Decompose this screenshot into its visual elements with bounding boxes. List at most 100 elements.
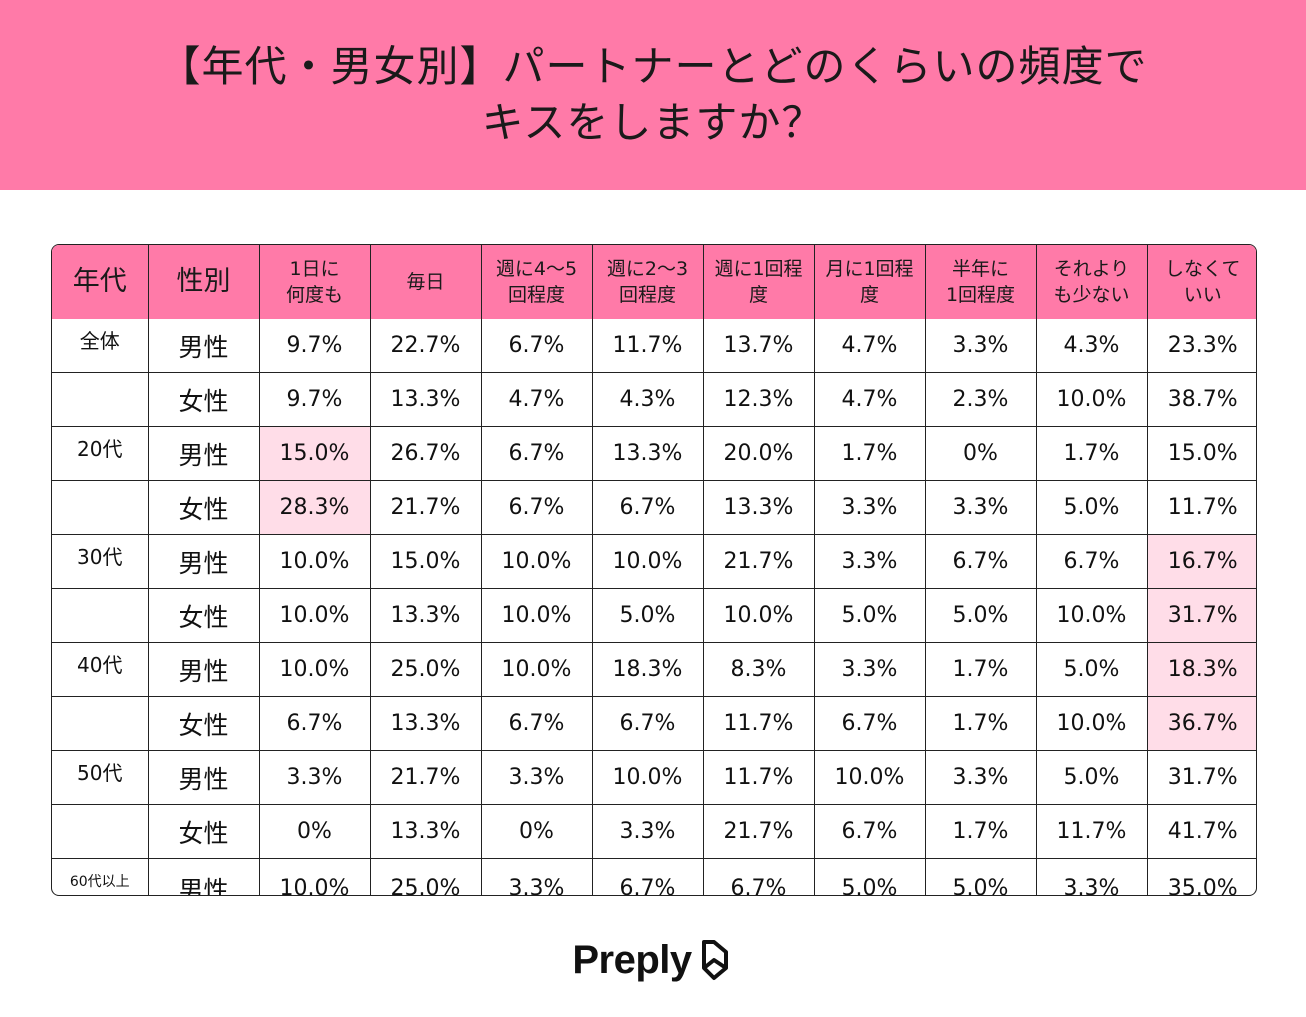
sex-cell: 男性 (147, 750, 260, 805)
value-cell: 10.0% (480, 534, 593, 589)
value-cell: 5.0% (924, 858, 1037, 895)
age-cell (52, 588, 149, 643)
column-header: 1日に 何度も (258, 245, 371, 319)
value-cell: 21.7% (369, 480, 482, 535)
value-cell: 3.3% (924, 319, 1037, 373)
column-header: しなくて いい (1146, 245, 1256, 319)
value-cell: 6.7% (702, 858, 815, 895)
table-row: 40代 男性 10.0% 25.0% 10.0% 18.3% 8.3% 3.3% 1.7% 5.0… (52, 642, 1256, 697)
value-cell: 0% (258, 804, 371, 859)
table-row: 女性 6.7% 13.3% 6.7% 6.7% 11.7% 6.7% 1.7% 10.0% 36.… (52, 696, 1256, 751)
column-header: 週に4〜5 回程度 (480, 245, 593, 319)
value-cell: 6.7% (1035, 534, 1148, 589)
value-cell: 18.3% (591, 642, 704, 697)
value-cell: 6.7% (480, 696, 593, 751)
value-cell: 1.7% (924, 642, 1037, 697)
value-cell: 3.3% (591, 804, 704, 859)
value-cell: 4.3% (1035, 319, 1148, 373)
value-cell: 3.3% (813, 480, 926, 535)
value-cell: 6.7% (480, 426, 593, 481)
value-cell: 3.3% (813, 534, 926, 589)
value-cell: 10.0% (480, 588, 593, 643)
value-cell: 1.7% (924, 696, 1037, 751)
value-cell: 15.0% (1146, 426, 1256, 481)
value-cell: 13.3% (591, 426, 704, 481)
value-cell: 22.7% (369, 319, 482, 373)
value-cell: 11.7% (1146, 480, 1256, 535)
value-cell: 4.3% (591, 372, 704, 427)
value-cell: 10.0% (591, 750, 704, 805)
age-cell: 50代 (52, 750, 149, 805)
value-cell: 10.0% (813, 750, 926, 805)
value-cell: 9.7% (258, 319, 371, 373)
column-header: 週に1回程度 (702, 245, 815, 319)
sex-cell: 女性 (147, 372, 260, 427)
sex-cell: 女性 (147, 696, 260, 751)
value-cell: 5.0% (1035, 480, 1148, 535)
table-row: 20代 男性 15.0% 26.7% 6.7% 13.3% 20.0% 1.7% 0% 1.7% 1… (52, 426, 1256, 481)
value-cell: 3.3% (924, 480, 1037, 535)
table-row: 全体 男性 9.7% 22.7% 6.7% 11.7% 13.7% 4.7% 3.3% 4.3% 2… (52, 319, 1256, 373)
value-cell: 13.3% (369, 696, 482, 751)
value-cell: 6.7% (591, 858, 704, 895)
value-cell: 16.7% (1146, 534, 1256, 589)
value-cell: 10.0% (1035, 372, 1148, 427)
value-cell: 41.7% (1146, 804, 1256, 859)
value-cell: 10.0% (258, 534, 371, 589)
value-cell: 1.7% (924, 804, 1037, 859)
age-cell: 60代以上 (52, 858, 149, 895)
sex-cell: 男性 (147, 534, 260, 589)
sex-cell: 男性 (147, 319, 260, 373)
age-cell (52, 480, 149, 535)
value-cell: 23.3% (1146, 319, 1256, 373)
value-cell: 1.7% (813, 426, 926, 481)
age-cell: 40代 (52, 642, 149, 697)
table-row: 50代 男性 3.3% 21.7% 3.3% 10.0% 11.7% 10.0% 3.3% 5.0… (52, 750, 1256, 805)
preply-mascot-icon (701, 940, 728, 980)
age-cell: 30代 (52, 534, 149, 589)
preply-logo: Preply (0, 930, 1306, 990)
value-cell: 6.7% (258, 696, 371, 751)
page-title-line-1: 【年代・男女別】パートナーとどのくらいの頻度で (158, 42, 1148, 91)
value-cell: 13.3% (702, 480, 815, 535)
value-cell: 25.0% (369, 642, 482, 697)
value-cell: 11.7% (702, 696, 815, 751)
sex-cell: 女性 (147, 480, 260, 535)
value-cell: 3.3% (813, 642, 926, 697)
survey-table-container: 年代 性別 1日に 何度も 毎日 週に4〜5 回程度 週に2〜3 回程度 週に1回程度… (51, 244, 1257, 896)
table-row: 30代 男性 10.0% 15.0% 10.0% 10.0% 21.7% 3.3% 6.7% 6.… (52, 534, 1256, 589)
sex-cell: 男性 (147, 426, 260, 481)
value-cell: 10.0% (258, 588, 371, 643)
age-cell (52, 804, 149, 859)
value-cell: 12.3% (702, 372, 815, 427)
value-cell: 36.7% (1146, 696, 1256, 751)
value-cell: 9.7% (258, 372, 371, 427)
value-cell: 10.0% (1035, 588, 1148, 643)
age-cell: 全体 (52, 319, 149, 373)
value-cell: 13.3% (369, 804, 482, 859)
value-cell: 31.7% (1146, 750, 1256, 805)
table-row: 女性 9.7% 13.3% 4.7% 4.3% 12.3% 4.7% 2.3% 10.0% 38.… (52, 372, 1256, 427)
column-header: それより も少ない (1035, 245, 1148, 319)
column-header: 週に2〜3 回程度 (591, 245, 704, 319)
value-cell: 5.0% (813, 588, 926, 643)
value-cell: 6.7% (591, 696, 704, 751)
value-cell: 0% (480, 804, 593, 859)
column-header: 年代 (52, 245, 149, 319)
value-cell: 28.3% (258, 480, 371, 535)
column-header: 毎日 (369, 245, 482, 319)
value-cell: 38.7% (1146, 372, 1256, 427)
value-cell: 4.7% (480, 372, 593, 427)
value-cell: 15.0% (369, 534, 482, 589)
value-cell: 6.7% (480, 319, 593, 373)
value-cell: 21.7% (702, 534, 815, 589)
column-header: 半年に 1回程度 (924, 245, 1037, 319)
value-cell: 4.7% (813, 319, 926, 373)
value-cell: 6.7% (480, 480, 593, 535)
value-cell: 21.7% (702, 804, 815, 859)
value-cell: 13.7% (702, 319, 815, 373)
value-cell: 6.7% (924, 534, 1037, 589)
column-header: 月に1回程度 (813, 245, 926, 319)
value-cell: 10.0% (1035, 696, 1148, 751)
sex-cell: 女性 (147, 804, 260, 859)
